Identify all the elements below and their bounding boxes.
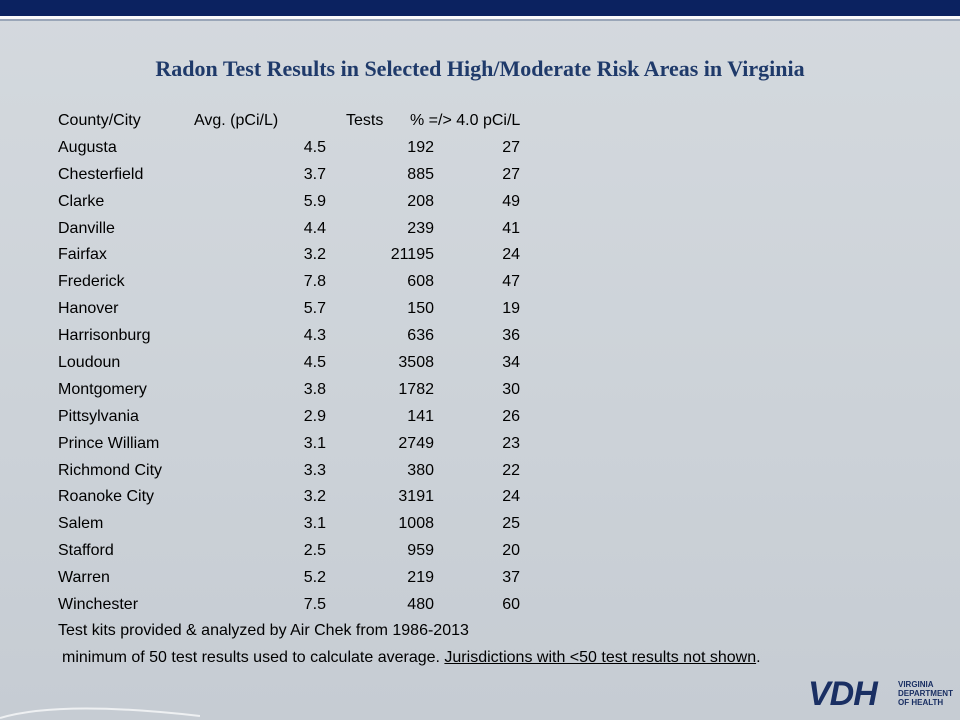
vdh-logo-mark: VDH [808,675,878,713]
cell-county-city: Warren [58,569,110,587]
cell-tests: 608 [407,273,434,291]
cell-county-city: Stafford [58,542,114,560]
header-percent-over-threshold: % =/> 4.0 pCi/L [410,112,521,129]
cell-tests: 1782 [398,380,434,398]
vdh-logo-line-3: OF HEALTH [898,698,944,707]
cell-county-city: Clarke [58,192,105,210]
cell-average: 3.1 [303,515,326,533]
cell-tests: 480 [407,596,434,614]
cell-average: 4.3 [303,327,326,345]
vdh-logo: VDH VIRGINIA DEPARTMENT OF HEALTH [808,676,958,716]
cell-average: 2.5 [303,542,326,560]
footnote-source: Test kits provided & analyzed by Air Che… [58,622,469,639]
cell-percent-over-threshold: 22 [502,461,520,479]
cell-percent-over-threshold: 25 [502,515,520,533]
cell-county-city: Fairfax [58,246,107,264]
cell-percent-over-threshold: 60 [502,596,520,614]
cell-average: 3.2 [303,246,326,264]
cell-average: 2.9 [303,407,326,425]
cell-tests: 208 [407,192,434,210]
cell-county-city: Roanoke City [58,488,155,506]
cell-percent-over-threshold: 19 [502,300,520,318]
vdh-logo-line-1: VIRGINIA [898,680,934,689]
cell-average: 5.2 [303,569,326,587]
cell-average: 4.5 [303,138,326,156]
decorative-swoosh [0,707,200,719]
cell-county-city: Winchester [58,596,139,614]
cell-percent-over-threshold: 30 [502,380,520,398]
cell-average: 7.5 [303,596,326,614]
cell-county-city: Augusta [58,138,117,156]
footnote-method: minimum of 50 test results used to calcu… [62,649,761,667]
cell-tests: 2749 [398,434,434,452]
cell-county-city: Harrisonburg [58,327,151,345]
cell-average: 5.7 [303,300,326,318]
cell-tests: 3191 [398,488,434,506]
cell-percent-over-threshold: 23 [502,434,520,452]
cell-tests: 380 [407,461,434,479]
cell-county-city: Montgomery [58,380,147,398]
cell-percent-over-threshold: 24 [502,488,520,506]
cell-percent-over-threshold: 27 [502,138,520,156]
cell-county-city: Richmond City [58,461,163,479]
cell-tests: 959 [407,542,434,560]
cell-tests: 636 [407,327,434,345]
cell-percent-over-threshold: 26 [502,407,520,425]
cell-county-city: Pittsylvania [58,407,139,425]
cell-average: 4.4 [303,219,326,237]
cell-average: 3.2 [303,488,326,506]
slide-title: Radon Test Results in Selected High/Mode… [155,56,805,81]
cell-county-city: Chesterfield [58,165,144,183]
cell-county-city: Prince William [58,434,160,452]
cell-tests: 141 [407,407,434,425]
footnote-method-text: minimum of 50 test results used to calcu… [62,649,445,666]
cell-percent-over-threshold: 20 [502,542,520,560]
footnote-period: . [756,649,761,666]
header-average: Avg. (pCi/L) [194,112,279,129]
cell-average: 7.8 [303,273,326,291]
cell-percent-over-threshold: 47 [502,273,520,291]
cell-tests: 239 [407,219,434,237]
footnote-exclusion-text: Jurisdictions with <50 test results not … [444,649,757,666]
cell-average: 3.3 [303,461,326,479]
top-banner-rule [0,16,960,19]
cell-tests: 219 [407,569,434,587]
cell-average: 3.8 [303,380,326,398]
cell-percent-over-threshold: 36 [502,327,520,345]
header-tests: Tests [346,112,384,129]
cell-tests: 3508 [398,354,434,372]
cell-county-city: Salem [58,515,104,533]
cell-tests: 150 [407,300,434,318]
cell-county-city: Hanover [58,300,119,318]
cell-county-city: Frederick [58,273,125,291]
vdh-logo-text: VIRGINIA DEPARTMENT OF HEALTH [898,680,953,707]
cell-tests: 192 [407,138,434,156]
cell-tests: 885 [407,165,434,183]
vdh-logo-line-2: DEPARTMENT [898,689,953,698]
cell-average: 3.1 [303,434,326,452]
cell-average: 5.9 [303,192,326,210]
header-county-city: County/City [58,112,141,129]
cell-percent-over-threshold: 24 [502,246,520,264]
top-banner-bar [0,0,960,16]
cell-tests: 1008 [398,515,434,533]
cell-percent-over-threshold: 49 [502,192,520,210]
top-banner-shadow-rule [0,19,960,21]
cell-average: 4.5 [303,354,326,372]
cell-percent-over-threshold: 41 [502,219,520,237]
cell-percent-over-threshold: 27 [502,165,520,183]
cell-percent-over-threshold: 34 [502,354,520,372]
cell-county-city: Loudoun [58,354,121,372]
cell-tests: 21195 [390,246,434,264]
cell-average: 3.7 [303,165,326,183]
cell-county-city: Danville [58,219,115,237]
cell-percent-over-threshold: 37 [502,569,520,587]
